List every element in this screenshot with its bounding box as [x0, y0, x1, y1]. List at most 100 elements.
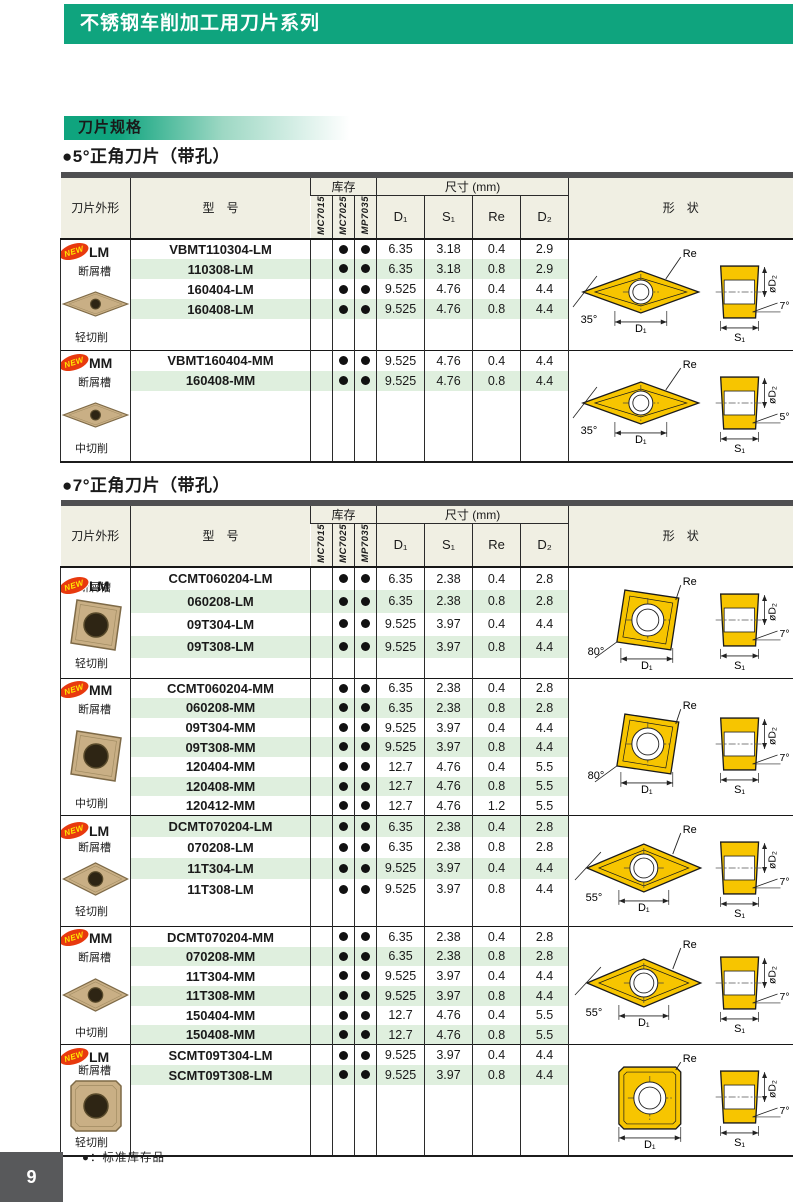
svg-text:øD₂: øD₂	[768, 851, 779, 869]
empty-cell	[424, 390, 473, 462]
svg-text:7°: 7°	[780, 753, 790, 764]
empty-cell	[472, 1085, 521, 1157]
dimension-cell: 2.38	[424, 589, 473, 613]
dimension-cell: 0.4	[472, 926, 521, 947]
svg-text:D₁: D₁	[635, 323, 647, 335]
col-header-stock: 库存	[309, 503, 377, 524]
empty-cell	[472, 390, 521, 462]
insert-photo-svg	[69, 1080, 122, 1133]
dimension-cell: 3.97	[424, 737, 473, 757]
stock-cell	[353, 1065, 377, 1086]
col-header-dim-label: D₂	[520, 195, 569, 240]
model-cell: 11T304-LM	[130, 857, 311, 879]
empty-cell	[424, 319, 473, 351]
stock-dot	[361, 284, 371, 294]
insert-photo-svg	[69, 730, 122, 783]
stock-cell	[310, 776, 333, 797]
stock-cell	[353, 776, 377, 797]
stock-dot	[339, 574, 348, 584]
col-header-form: 形 状	[568, 175, 793, 240]
dimension-cell: 2.8	[520, 589, 569, 613]
insert-photo-svg	[61, 291, 130, 317]
stock-dot	[339, 821, 348, 831]
col-header-insert-profile: 刀片外形	[60, 503, 131, 568]
stock-dot	[361, 762, 371, 772]
dimension-cell: 0.4	[472, 677, 521, 699]
dimension-cell: 3.97	[424, 635, 473, 659]
empty-cell	[332, 1085, 355, 1157]
stock-cell	[332, 635, 355, 659]
stock-dot	[361, 990, 371, 1000]
dimension-cell: 2.8	[520, 815, 569, 837]
table-row: 11T308-LM 9.525 3.97 0.8 4.4	[61, 878, 793, 900]
chipbreaker-grade-label: LM	[89, 243, 110, 260]
model-cell: 09T308-MM	[130, 737, 311, 757]
stock-dot	[361, 801, 371, 811]
dimension-cell: 2.38	[424, 926, 473, 947]
empty-cell	[520, 390, 569, 462]
svg-text:D₁: D₁	[641, 660, 653, 672]
page-number: 9	[26, 1166, 37, 1187]
empty-cell	[520, 658, 569, 679]
col-header-dim-label: S₁	[424, 195, 473, 240]
table-row: 160404-LM 9.525 4.76 0.4 4.4	[61, 279, 793, 300]
insert-profile-cell: NEW MM 断屑槽 中切削	[60, 349, 131, 462]
dimension-cell: 5.5	[520, 776, 569, 797]
dimension-cell: 0.8	[472, 946, 521, 967]
stock-cell	[353, 349, 377, 371]
dimension-cell: 2.38	[424, 836, 473, 858]
dimension-cell: 0.8	[472, 1025, 521, 1045]
svg-text:Re: Re	[683, 825, 697, 837]
svg-text:øD₂: øD₂	[768, 603, 779, 621]
empty-cell	[353, 658, 377, 679]
stock-cell	[310, 946, 333, 967]
table-row: NEW LM 断屑槽 轻切削 SCMT09T304-LM 9.525 3.97 0.4 4.4 R…	[60, 1044, 793, 1157]
svg-text:D₁: D₁	[638, 902, 650, 914]
dimension-cell: 3.97	[424, 1065, 473, 1086]
empty-cell	[130, 319, 311, 351]
model-cell: SCMT09T308-LM	[130, 1065, 311, 1086]
stock-cell	[332, 926, 355, 947]
table-row: 120404-MM 12.7 4.76 0.4 5.5	[61, 756, 793, 777]
stock-cell	[310, 1065, 333, 1086]
stock-dot	[339, 781, 348, 791]
stock-cell	[310, 1025, 333, 1045]
stock-cell	[332, 717, 355, 738]
cutting-type-label: 轻切削	[75, 1137, 108, 1150]
empty-cell	[332, 899, 355, 927]
stock-cell	[332, 796, 355, 816]
empty-cell	[353, 899, 377, 927]
dimension-cell: 9.525	[376, 878, 425, 900]
dimension-cell: 2.8	[520, 836, 569, 858]
stock-dot	[361, 742, 371, 752]
shape-diagram: Re 55° D₁ øD₂ 7° S₁	[570, 817, 793, 927]
dimension-cell: 3.97	[424, 857, 473, 879]
stock-dot	[339, 884, 348, 894]
empty-cell	[332, 319, 355, 351]
empty-cell	[376, 390, 425, 462]
empty-cell	[310, 658, 333, 679]
dimension-cell: 12.7	[376, 1005, 425, 1026]
dimension-cell: 9.525	[376, 370, 425, 391]
chipbreaker-grade-label: MM	[89, 354, 113, 371]
stock-cell	[310, 926, 333, 947]
chipbreaker-label: 断屑槽	[78, 376, 111, 389]
stock-cell	[353, 299, 377, 320]
dimension-cell: 4.76	[424, 349, 473, 371]
stock-cell	[332, 737, 355, 757]
svg-text:øD₂: øD₂	[768, 1080, 779, 1098]
dimension-cell: 4.4	[520, 299, 569, 320]
dimension-cell: 0.4	[472, 566, 521, 590]
empty-cell	[130, 899, 311, 927]
chipbreaker-label: 断屑槽	[78, 265, 111, 278]
dimension-cell: 0.8	[472, 1065, 521, 1086]
model-cell: 120412-MM	[130, 796, 311, 816]
shape-diagram-cell: Re D₁ øD₂ 7° S₁	[568, 1044, 793, 1157]
dimension-cell: 6.35	[376, 259, 425, 280]
empty-cell	[130, 1085, 311, 1157]
empty-cell	[353, 390, 377, 462]
stock-cell	[353, 566, 377, 590]
